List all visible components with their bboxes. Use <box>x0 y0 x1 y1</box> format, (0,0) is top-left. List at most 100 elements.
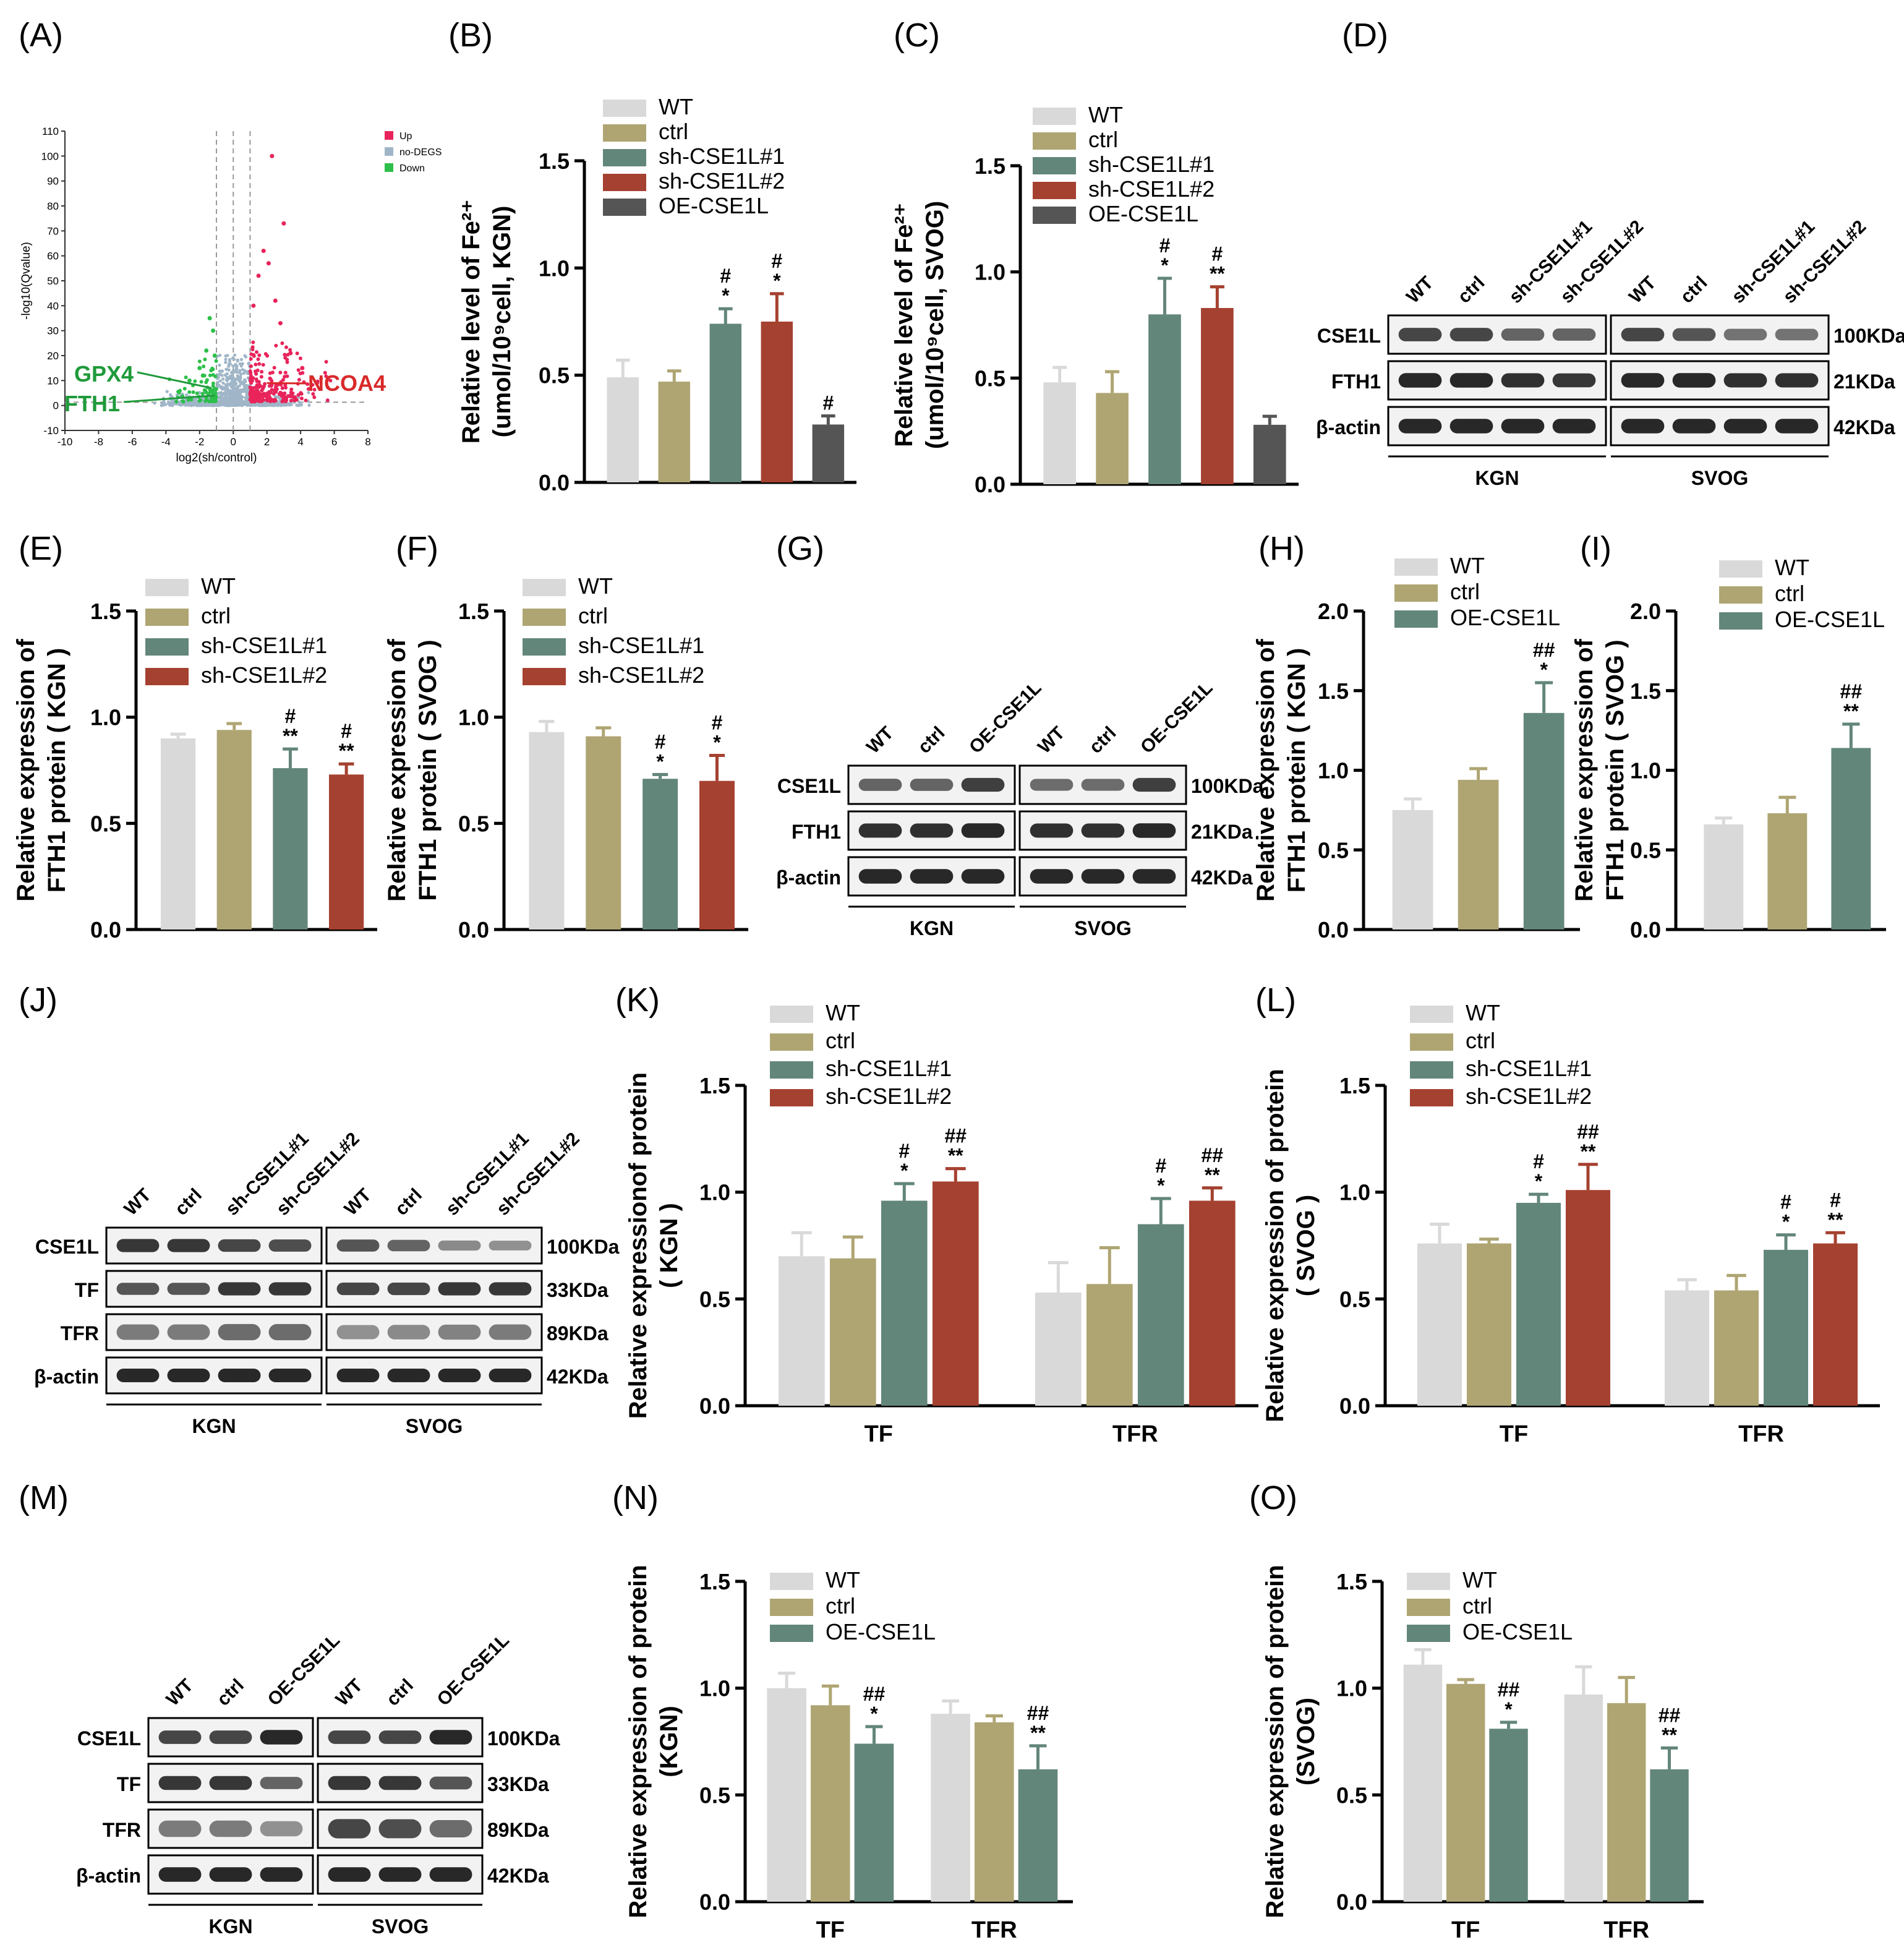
legend-label: WT <box>1462 1567 1497 1592</box>
point-no-degs <box>225 378 229 383</box>
blot-band <box>116 1324 160 1340</box>
legend-label: sh-CSE1L#2 <box>826 1084 952 1109</box>
point-no-degs <box>255 402 258 406</box>
point-up <box>284 345 288 349</box>
blot-row-label: β-actin <box>1316 416 1381 438</box>
point-up <box>261 362 265 367</box>
point-down <box>200 391 205 396</box>
significance-mark: ** <box>948 1145 963 1167</box>
blot-band <box>268 1239 312 1252</box>
blot-band <box>858 779 902 791</box>
panel-letter-L: (L) <box>1255 981 1296 1019</box>
point-up <box>281 398 285 402</box>
annotation-line <box>123 395 215 403</box>
point-no-degs <box>245 371 249 375</box>
significance-mark: * <box>773 270 781 292</box>
point-up <box>293 395 297 400</box>
point-no-degs <box>244 397 248 401</box>
bar <box>216 730 252 930</box>
blot-band <box>429 1776 472 1790</box>
legend-swatch <box>1394 610 1438 628</box>
point-down <box>197 366 202 370</box>
blot-band <box>1775 328 1819 341</box>
significance-mark: # <box>341 720 352 742</box>
y-axis-label: Relative expression of protein <box>1262 1565 1289 1918</box>
blot-band <box>209 1820 252 1837</box>
point-up <box>323 370 327 375</box>
bar <box>881 1200 928 1406</box>
x-tick-label: 0 <box>230 436 236 448</box>
x-category-label: TF <box>1500 1421 1528 1447</box>
point-no-degs <box>236 374 239 378</box>
y-tick-label: 0.5 <box>458 811 489 836</box>
point-up <box>283 370 288 375</box>
blot-band <box>268 1323 312 1341</box>
point-no-degs <box>307 391 310 395</box>
panel-letter-F: (F) <box>396 530 438 567</box>
y-axis-label: ( KGN ) <box>655 1203 683 1288</box>
blot-band <box>378 1867 422 1882</box>
bar <box>586 736 621 930</box>
point-no-degs <box>169 403 174 407</box>
point-up <box>299 391 303 395</box>
legend-swatch <box>1033 182 1076 199</box>
blot-band <box>1723 328 1767 341</box>
lane-label: OE-CSE1L <box>264 1630 344 1710</box>
point-no-degs <box>237 384 241 388</box>
point-no-degs <box>169 393 173 397</box>
point-up <box>315 381 320 385</box>
y-axis-label: Relative expression of <box>383 639 411 902</box>
chart-A: -10 0 10 20 30 40 50 60 70 80 90 100 110 -10 -8 -6 -4 -2 0… <box>20 126 442 464</box>
point-up <box>254 377 258 382</box>
point-up <box>296 393 301 397</box>
legend-swatch <box>603 174 646 191</box>
x-category-label: TFR <box>1112 1421 1158 1447</box>
legend-swatch <box>145 609 189 626</box>
blot-band <box>1398 419 1442 434</box>
chart-L: 0.0 0.5 1.0 1.5 Relative expression of prote… <box>1262 1000 1880 1447</box>
legend-label: sh-CSE1L#2 <box>578 662 704 688</box>
point-no-degs <box>230 377 234 380</box>
point-no-degs <box>216 383 220 387</box>
point-down <box>174 400 179 404</box>
y-axis-label: FTH1 protein ( SVOG ) <box>1602 639 1629 900</box>
blot-row-label: CSE1L <box>77 1727 141 1750</box>
point-up <box>268 376 272 380</box>
blot-band <box>910 823 954 838</box>
point-down <box>186 398 190 402</box>
point-up <box>250 345 255 349</box>
point-no-degs <box>223 373 227 377</box>
point-up <box>288 394 292 398</box>
blot-band <box>1132 777 1176 792</box>
point-down <box>211 397 216 401</box>
point-no-degs <box>234 403 237 407</box>
point-no-degs <box>218 379 222 383</box>
significance-mark: # <box>1830 1189 1841 1211</box>
blot-band <box>1449 328 1493 341</box>
legend-label: OE-CSE1L <box>1462 1619 1573 1644</box>
blot-band <box>336 1368 380 1383</box>
point-up <box>263 382 267 386</box>
chart-O: 0.0 0.5 1.0 1.5 Relative expression of prote… <box>1262 1565 1704 1943</box>
blot-band <box>429 1820 472 1837</box>
legend-swatch <box>770 1061 813 1079</box>
point-down <box>214 387 218 391</box>
point-no-degs <box>218 401 222 406</box>
point-down <box>203 357 207 362</box>
group-label: KGN <box>208 1915 252 1938</box>
point-no-degs <box>229 381 233 385</box>
point-no-degs <box>231 364 235 368</box>
significance-mark: # <box>1159 234 1171 257</box>
bar <box>1714 1290 1759 1406</box>
lane-label: WT <box>163 1675 197 1710</box>
point-no-degs <box>228 362 232 366</box>
legend-swatch <box>1410 1089 1453 1106</box>
point-no-degs <box>234 367 239 371</box>
point-no-degs <box>235 387 239 390</box>
y-tick-label: 1.0 <box>539 255 570 281</box>
bar <box>761 322 793 482</box>
legend-label: ctrl <box>1462 1593 1492 1618</box>
y-tick-label: 1.0 <box>90 705 121 730</box>
bar <box>1831 748 1871 930</box>
